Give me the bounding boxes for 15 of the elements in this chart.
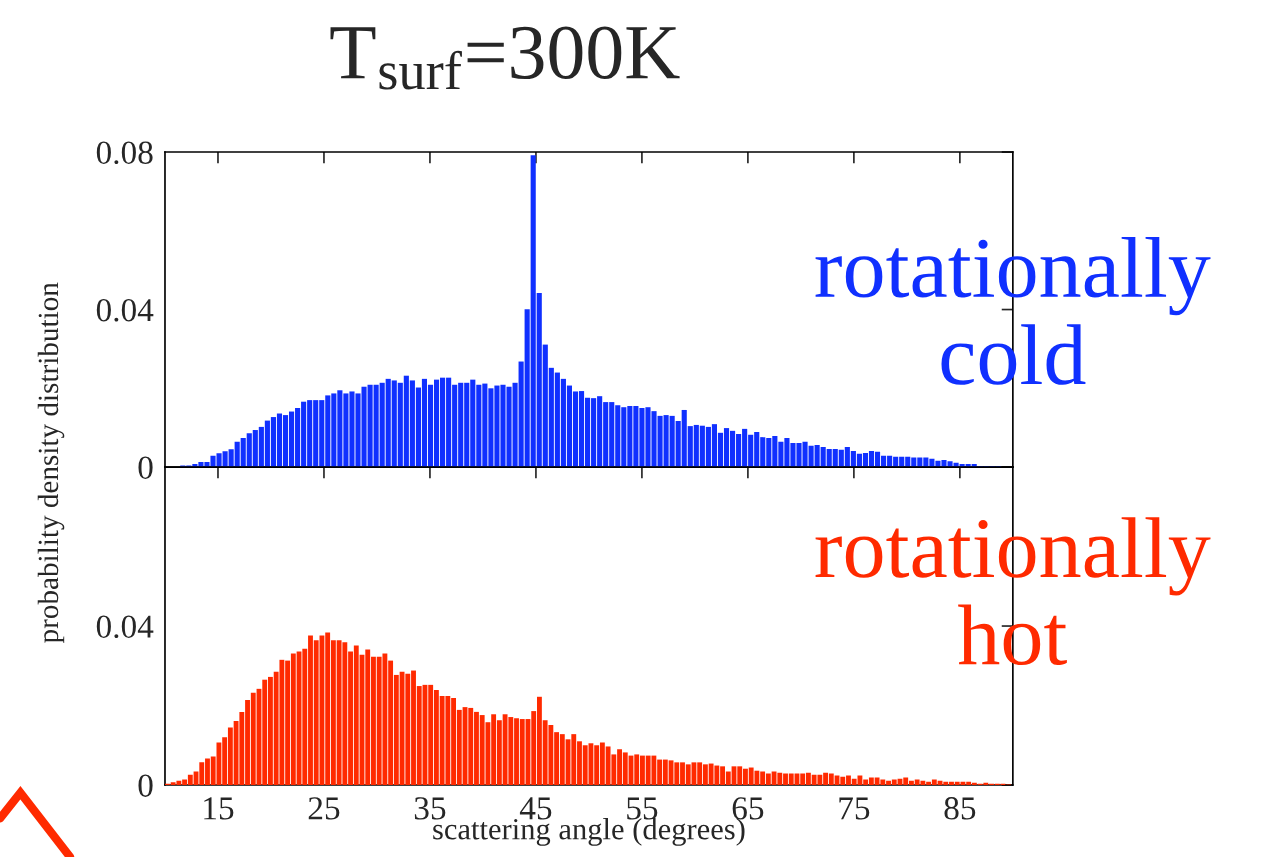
y-tick-label: 0	[138, 774, 153, 797]
x-tick-label: 45	[519, 797, 552, 820]
x-tick-label: 35	[414, 797, 446, 820]
y-tick-label: 0.04	[96, 615, 154, 639]
x-tick-label: 55	[627, 797, 658, 820]
y-tick-label: 0.04	[96, 298, 154, 322]
chart-title: T$_{surf}$=300K	[330, 26, 680, 90]
x-tick-label: 85	[944, 797, 976, 820]
x-tick-label: 75	[839, 797, 870, 820]
y-tick-label: 0.08	[96, 141, 153, 165]
x-tick-label: 65	[732, 797, 764, 820]
x-tick-label: 25	[308, 797, 340, 820]
x-tick-label: 15	[204, 797, 234, 820]
y-tick-label: 0	[138, 456, 153, 479]
y-axis-title: probability density distribution	[37, 282, 65, 643]
